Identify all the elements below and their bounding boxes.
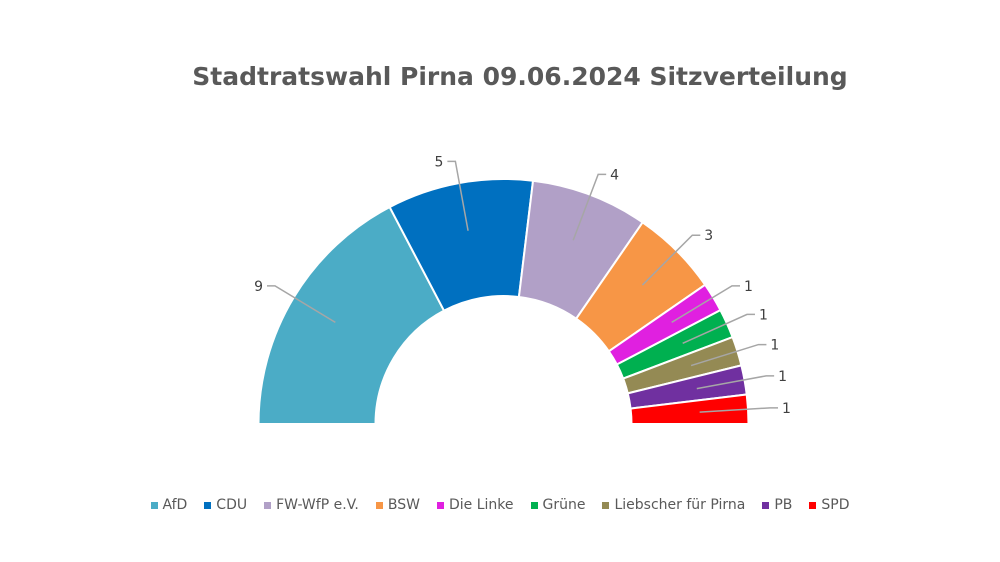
legend-swatch	[150, 501, 158, 509]
legend-label: SPD	[821, 497, 850, 513]
legend-item: AfD	[150, 497, 188, 513]
legend-label: CDU	[216, 497, 248, 513]
leader-line	[699, 407, 779, 413]
legend-label: Liebscher für Pirna	[614, 497, 746, 513]
legend-swatch	[204, 501, 212, 509]
legend-label: AfD	[162, 497, 188, 513]
legend-label: FW-WfP e.V.	[276, 497, 359, 513]
legend-item: FW-WfP e.V.	[264, 497, 359, 513]
legend-swatch	[602, 501, 610, 509]
legend-swatch	[809, 501, 817, 509]
legend-swatch	[375, 501, 383, 509]
data-label: 3	[704, 228, 713, 244]
legend-item: Die Linke	[436, 497, 514, 513]
leader-line	[447, 160, 469, 231]
data-label: 1	[770, 338, 779, 354]
legend-item: SPD	[809, 497, 850, 513]
legend-label: PB	[774, 497, 793, 513]
leader-line	[671, 285, 740, 323]
legend-label: BSW	[387, 497, 420, 513]
data-label: 1	[759, 307, 768, 323]
data-label: 5	[434, 154, 443, 170]
leader-line	[572, 173, 607, 241]
legend: AfD CDU FW-WfP e.V. BSW Die Linke Grüne Liebsc…	[0, 497, 1000, 513]
leader-line	[696, 375, 775, 390]
leader-line	[690, 343, 767, 367]
data-label: 1	[744, 279, 753, 295]
legend-item: CDU	[204, 497, 247, 513]
legend-item: PB	[762, 497, 792, 513]
leader-line	[682, 313, 755, 345]
legend-item: Grüne	[530, 497, 586, 513]
legend-swatch	[530, 501, 538, 509]
leader-line	[267, 285, 336, 323]
data-label: 1	[778, 369, 787, 385]
legend-label: Grüne	[542, 497, 586, 513]
legend-swatch	[436, 501, 444, 509]
legend-swatch	[762, 501, 770, 509]
legend-item: Liebscher für Pirna	[602, 497, 745, 513]
leader-line	[641, 234, 701, 286]
slice-spd	[629, 393, 750, 425]
data-label: 9	[254, 279, 263, 295]
data-label: 4	[610, 167, 619, 183]
legend-swatch	[264, 501, 272, 509]
legend-item: BSW	[375, 497, 420, 513]
chart-title: Stadtratswahl Pirna 09.06.2024 Sitzverte…	[192, 62, 848, 91]
legend-label: Die Linke	[448, 497, 514, 513]
data-label: 1	[782, 401, 791, 417]
slice-afd	[257, 205, 446, 425]
